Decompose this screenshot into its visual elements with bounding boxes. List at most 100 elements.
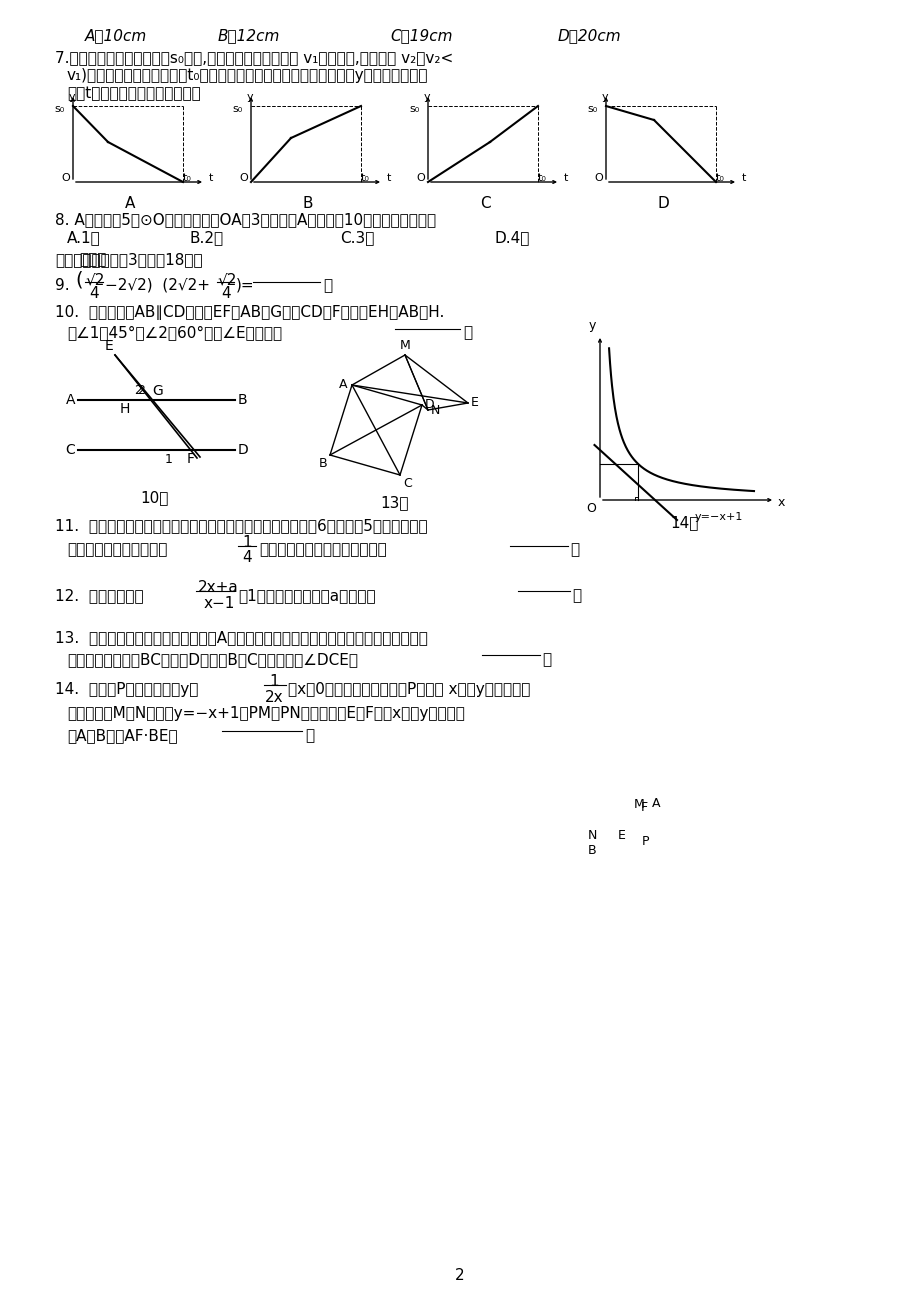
Text: C.3条: C.3条 — [340, 230, 374, 244]
Text: D: D — [238, 443, 248, 458]
Text: 13.  如图是分别由两个具有公共顶点A的正方形组成的图形，且其中一个正方形的顶点在: 13. 如图是分别由两个具有公共顶点A的正方形组成的图形，且其中一个正方形的顶点… — [55, 630, 427, 645]
Text: C．19cm: C．19cm — [390, 29, 452, 43]
Text: 11.  一只口袋里有相同的红、绿、蓝三种颜色的小球，其中有6个红球，5个绿球．若任: 11. 一只口袋里有相同的红、绿、蓝三种颜色的小球，其中有6个红球，5个绿球．若… — [55, 517, 427, 533]
Text: A: A — [125, 196, 135, 211]
Text: y: y — [246, 92, 254, 101]
Text: E: E — [617, 829, 625, 842]
Text: ＝1的解为非负数，则a的范围为: ＝1的解为非负数，则a的范围为 — [238, 588, 375, 603]
Text: x−1: x−1 — [204, 595, 235, 611]
Text: y: y — [69, 92, 75, 101]
Text: 2: 2 — [137, 384, 144, 396]
Text: D.4条: D.4条 — [494, 230, 529, 244]
Text: 意摸出一个绿球的概率是: 意摸出一个绿球的概率是 — [67, 542, 167, 556]
Text: D．20cm: D．20cm — [558, 29, 621, 43]
Text: O: O — [239, 173, 248, 183]
Text: C: C — [65, 443, 75, 458]
Text: y=−x+1: y=−x+1 — [694, 512, 743, 523]
Text: O: O — [62, 173, 70, 183]
Text: t: t — [387, 173, 391, 183]
Text: t₀: t₀ — [360, 173, 369, 183]
Text: P: P — [641, 835, 648, 848]
Text: B: B — [586, 844, 596, 857]
Text: y: y — [588, 318, 596, 332]
Text: C: C — [479, 196, 490, 211]
Text: t: t — [563, 173, 568, 183]
Text: 14题: 14题 — [670, 515, 698, 530]
Text: s₀: s₀ — [587, 104, 597, 114]
Text: 12.  已知分式方程: 12. 已知分式方程 — [55, 588, 143, 603]
Text: (: ( — [75, 270, 83, 289]
Text: A: A — [65, 393, 75, 407]
Text: N: N — [430, 403, 440, 416]
Text: M: M — [633, 798, 644, 811]
Text: 4: 4 — [221, 286, 231, 302]
Text: D: D — [425, 399, 434, 412]
Text: O: O — [585, 502, 596, 515]
Text: A: A — [338, 378, 346, 391]
Text: y: y — [424, 92, 430, 101]
Text: ，则任意摸出一个蓝球的概率是: ，则任意摸出一个蓝球的概率是 — [259, 542, 386, 556]
Text: 4: 4 — [89, 286, 98, 302]
Text: 10.  如图，直线AB∥CD，直接EF交AB于G，交CD于F，直线EH交AB于H.: 10. 如图，直线AB∥CD，直接EF交AB于G，交CD于F，直线EH交AB于H… — [55, 306, 444, 320]
Text: O: O — [415, 173, 425, 183]
Text: 于A、B，则AF·BE＝: 于A、B，则AF·BE＝ — [67, 728, 177, 744]
Text: 。: 。 — [541, 653, 550, 667]
Text: √2: √2 — [85, 272, 106, 287]
Text: 。: 。 — [323, 278, 332, 292]
Text: 。: 。 — [305, 728, 313, 744]
Text: F: F — [187, 452, 195, 465]
Text: 2: 2 — [455, 1268, 464, 1283]
Text: 1: 1 — [165, 452, 173, 465]
Text: 4: 4 — [242, 550, 252, 566]
Text: t₀: t₀ — [537, 173, 546, 183]
Text: 8. A是半径为5的⊙O内的一点，且OA＝3，则过点A且长小于10的整数弦的条数是: 8. A是半径为5的⊙O内的一点，且OA＝3，则过点A且长小于10的整数弦的条数… — [55, 212, 436, 227]
Text: B: B — [302, 196, 312, 211]
Text: 垂足分别为M、N，直线y=−x+1与PM、PN分别交于点E、F，与x轴、y轴分别交: 垂足分别为M、N，直线y=−x+1与PM、PN分别交于点E、F，与x轴、y轴分别… — [67, 706, 464, 722]
Text: x: x — [777, 495, 785, 508]
Text: E: E — [471, 396, 479, 410]
Text: （x＞0）图象上一点，过点P分别向 x轴、y轴引垂线，: （x＞0）图象上一点，过点P分别向 x轴、y轴引垂线， — [288, 682, 529, 697]
Text: 2x: 2x — [265, 690, 283, 705]
Text: s₀: s₀ — [55, 104, 65, 114]
Text: )=: )= — [236, 278, 255, 292]
Text: H: H — [119, 402, 130, 416]
Text: t₀: t₀ — [715, 173, 723, 183]
Text: M: M — [399, 339, 410, 352]
Text: 填空题: 填空题 — [79, 252, 107, 266]
Text: 13题: 13题 — [380, 495, 409, 510]
Text: v₁)走完余下的路程，共用了t₀小时，下列能大致表示小颖离家的距离y（千米）与离家: v₁)走完余下的路程，共用了t₀小时，下列能大致表示小颖离家的距离y（千米）与离… — [67, 68, 428, 83]
Text: 度: 度 — [462, 325, 471, 341]
Text: N: N — [587, 829, 596, 842]
Text: 14.  如图，P为反比例函数y＝: 14. 如图，P为反比例函数y＝ — [55, 682, 199, 697]
Text: 。: 。 — [570, 542, 578, 556]
Text: 10题: 10题 — [141, 490, 169, 504]
Text: A．10cm: A．10cm — [85, 29, 147, 43]
Text: t: t — [742, 173, 745, 183]
Text: O: O — [594, 173, 602, 183]
Text: 9.: 9. — [55, 278, 70, 292]
Text: t: t — [209, 173, 213, 183]
Text: −2√2)  (2√2+: −2√2) (2√2+ — [105, 278, 210, 292]
Text: y: y — [601, 92, 608, 101]
Text: B: B — [238, 393, 247, 407]
Text: A: A — [651, 797, 660, 810]
Text: 1: 1 — [269, 673, 278, 689]
Text: G: G — [152, 384, 163, 398]
Text: A.1条: A.1条 — [67, 230, 101, 244]
Text: 若∠1＝45°，∠2＝60°，则∠E的度数为: 若∠1＝45°，∠2＝60°，则∠E的度数为 — [67, 325, 282, 341]
Text: E: E — [104, 339, 113, 354]
Text: 。: 。 — [572, 588, 581, 603]
Text: t₀: t₀ — [182, 173, 191, 183]
Text: 另一个正方形的边BC上（点D不与点B、C重合）．则∠DCE＝: 另一个正方形的边BC上（点D不与点B、C重合）．则∠DCE＝ — [67, 653, 357, 667]
Text: s₀: s₀ — [233, 104, 243, 114]
Text: C: C — [403, 477, 412, 490]
Text: B．12cm: B．12cm — [218, 29, 280, 43]
Text: 7.小颖的家与学校的距离为s₀千米,她从家到学校先以匀速 v₁跑步前进,后以匀速 v₂（v₂<: 7.小颖的家与学校的距离为s₀千米,她从家到学校先以匀速 v₁跑步前进,后以匀速… — [55, 49, 453, 65]
Text: D: D — [656, 196, 668, 211]
Text: 1: 1 — [242, 536, 252, 550]
Text: 2: 2 — [134, 384, 142, 396]
Text: B: B — [318, 458, 326, 471]
Text: √2: √2 — [218, 272, 237, 287]
Text: 2x+a: 2x+a — [198, 580, 239, 595]
Text: F: F — [640, 801, 647, 814]
